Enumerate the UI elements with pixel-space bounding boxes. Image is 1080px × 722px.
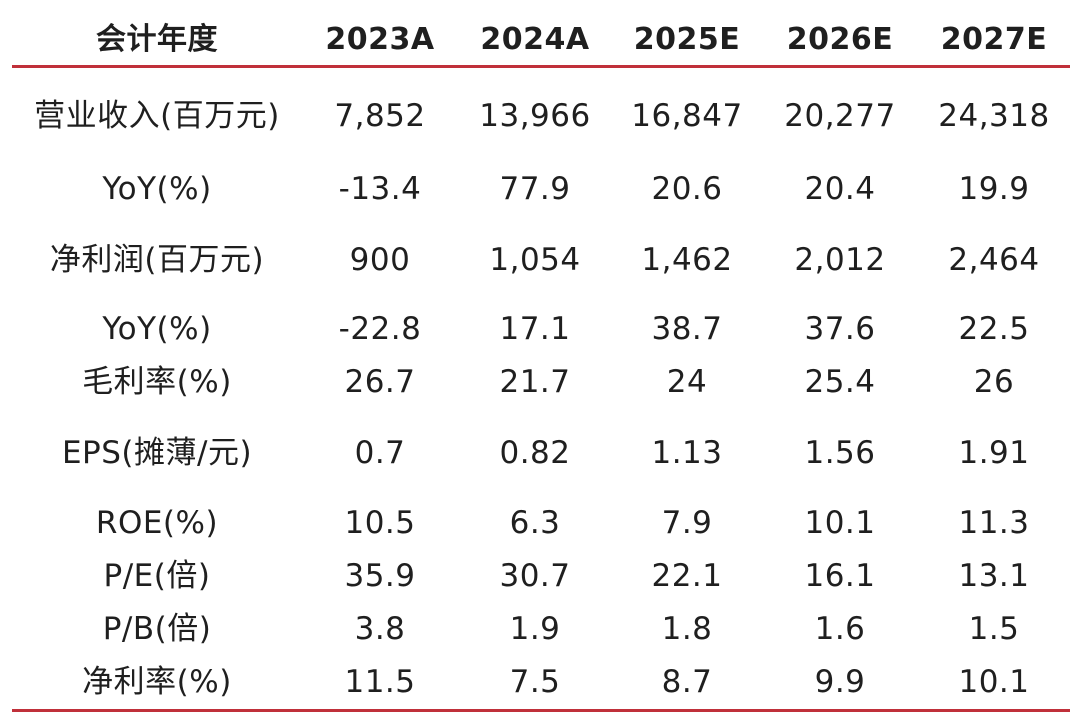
table-cell: 1,462 (641, 242, 733, 278)
table-cell: 1.13 (651, 435, 723, 471)
header-cell-2025e: 2025E (633, 22, 741, 57)
table-cell: 26 (973, 364, 1015, 400)
row-label: 净利率(%) (82, 664, 232, 700)
table-cell: -13.4 (338, 171, 422, 207)
table-cell: 21.7 (499, 364, 571, 400)
header-cell-fiscal-year: 会计年度 (96, 22, 218, 57)
row-label: EPS(摊薄/元) (61, 435, 253, 471)
table-cell: 10.1 (958, 664, 1030, 700)
table-cell: 3.8 (354, 611, 406, 647)
row-label: P/E(倍) (103, 558, 211, 594)
row-label: ROE(%) (95, 505, 219, 541)
table-cell: 7.9 (661, 505, 713, 541)
table-row: YoY(%) -22.8 17.1 38.7 37.6 22.5 (12, 309, 1070, 349)
table-cell: 19.9 (958, 171, 1030, 207)
table-cell: 16.1 (804, 558, 876, 594)
header-cell-2023a: 2023A (325, 22, 435, 57)
table-cell: 11.3 (958, 505, 1030, 541)
table-cell: 30.7 (499, 558, 571, 594)
row-label: 净利润(百万元) (49, 242, 265, 278)
table-cell: 10.1 (804, 505, 876, 541)
table-row: P/E(倍) 35.9 30.7 22.1 16.1 13.1 (12, 556, 1070, 596)
table-cell: 13.1 (958, 558, 1030, 594)
table-cell: 8.7 (661, 664, 713, 700)
header-cell-2027e: 2027E (940, 22, 1048, 57)
table-cell: 13,966 (479, 98, 591, 134)
table-cell: 11.5 (344, 664, 416, 700)
table-cell: 77.9 (499, 171, 571, 207)
header-cell-2024a: 2024A (480, 22, 590, 57)
row-label: YoY(%) (102, 171, 212, 207)
table-cell: 1.6 (814, 611, 866, 647)
row-label: 毛利率(%) (82, 364, 232, 400)
row-label: P/B(倍) (102, 611, 212, 647)
table-cell: 7.5 (509, 664, 561, 700)
table-cell: 1.91 (958, 435, 1030, 471)
table-cell: 6.3 (509, 505, 561, 541)
table-cell: 24,318 (938, 98, 1050, 134)
table-cell: 9.9 (814, 664, 866, 700)
table-row: P/B(倍) 3.8 1.9 1.8 1.6 1.5 (12, 609, 1070, 649)
table-cell: 1.8 (661, 611, 713, 647)
row-label: YoY(%) (102, 311, 212, 347)
table-row: 营业收入(百万元) 7,852 13,966 16,847 20,277 24,… (12, 96, 1070, 136)
table-row: 毛利率(%) 26.7 21.7 24 25.4 26 (12, 362, 1070, 402)
header-divider (12, 65, 1070, 68)
table-cell: 22.1 (651, 558, 723, 594)
table-cell: 1,054 (489, 242, 581, 278)
table-header-row: 会计年度 2023A 2024A 2025E 2026E 2027E (12, 20, 1070, 60)
row-label: 营业收入(百万元) (34, 98, 280, 134)
table-row: ROE(%) 10.5 6.3 7.9 10.1 11.3 (12, 503, 1070, 543)
table-cell: 22.5 (958, 311, 1030, 347)
table-row: 净利率(%) 11.5 7.5 8.7 9.9 10.1 (12, 662, 1070, 702)
table-cell: 17.1 (499, 311, 571, 347)
table-cell: 38.7 (651, 311, 723, 347)
table-cell: 2,012 (794, 242, 886, 278)
table-cell: 1.56 (804, 435, 876, 471)
table-cell: 26.7 (344, 364, 416, 400)
table-cell: 16,847 (631, 98, 743, 134)
header-cell-2026e: 2026E (786, 22, 894, 57)
table-cell: 900 (349, 242, 411, 278)
table-cell: 20,277 (784, 98, 896, 134)
table-row: EPS(摊薄/元) 0.7 0.82 1.13 1.56 1.91 (12, 433, 1070, 473)
table-row: 净利润(百万元) 900 1,054 1,462 2,012 2,464 (12, 240, 1070, 280)
table-cell: 24 (666, 364, 708, 400)
table-bottom-rule (12, 709, 1070, 712)
table-cell: 35.9 (344, 558, 416, 594)
financial-forecast-table: 会计年度 2023A 2024A 2025E 2026E 2027E 营业收入(… (12, 0, 1070, 722)
table-cell: 37.6 (804, 311, 876, 347)
table-cell: 0.82 (499, 435, 571, 471)
table-row: YoY(%) -13.4 77.9 20.6 20.4 19.9 (12, 169, 1070, 209)
table-cell: 0.7 (354, 435, 406, 471)
table-cell: 2,464 (948, 242, 1040, 278)
table-cell: 7,852 (334, 98, 426, 134)
table-cell: 20.4 (804, 171, 876, 207)
table-cell: 1.9 (509, 611, 561, 647)
table-cell: -22.8 (338, 311, 422, 347)
table-cell: 1.5 (968, 611, 1020, 647)
table-cell: 20.6 (651, 171, 723, 207)
table-cell: 25.4 (804, 364, 876, 400)
table-cell: 10.5 (344, 505, 416, 541)
